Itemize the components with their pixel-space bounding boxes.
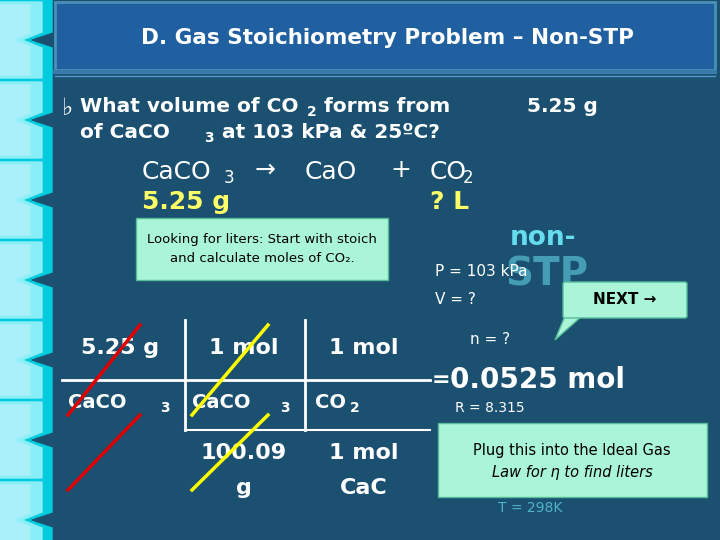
Text: CaC: CaC	[340, 478, 388, 498]
FancyBboxPatch shape	[55, 2, 715, 70]
Text: 2: 2	[350, 401, 360, 415]
Text: 3: 3	[224, 169, 235, 187]
Text: forms from: forms from	[317, 98, 450, 117]
Text: 3: 3	[280, 401, 289, 415]
Polygon shape	[0, 405, 30, 475]
Text: T = 298K: T = 298K	[498, 501, 562, 515]
Text: NEXT →: NEXT →	[593, 293, 657, 307]
Text: R = 8.315: R = 8.315	[455, 401, 525, 415]
Polygon shape	[0, 162, 42, 238]
Polygon shape	[0, 85, 30, 155]
Text: 2: 2	[463, 169, 474, 187]
Text: P = 103 kPa: P = 103 kPa	[435, 265, 528, 280]
Text: CaCO: CaCO	[192, 393, 251, 411]
Text: 5.25 g: 5.25 g	[81, 338, 159, 358]
Text: Looking for liters: Start with stoich: Looking for liters: Start with stoich	[147, 233, 377, 246]
Polygon shape	[0, 240, 52, 320]
Text: =: =	[432, 370, 459, 390]
Polygon shape	[0, 325, 30, 395]
Polygon shape	[0, 80, 52, 160]
Polygon shape	[0, 82, 42, 158]
Text: 3: 3	[160, 401, 170, 415]
Text: 1 mol: 1 mol	[329, 338, 399, 358]
Polygon shape	[0, 322, 42, 398]
Text: 2: 2	[307, 105, 317, 119]
Text: non-: non-	[510, 225, 577, 251]
Polygon shape	[0, 320, 52, 400]
Text: n = ?: n = ?	[470, 333, 510, 348]
FancyBboxPatch shape	[136, 218, 388, 280]
Text: ♭: ♭	[62, 96, 73, 120]
Text: Plug this into the Ideal Gas: Plug this into the Ideal Gas	[473, 443, 671, 458]
FancyBboxPatch shape	[55, 76, 715, 540]
FancyBboxPatch shape	[438, 423, 707, 497]
Polygon shape	[0, 485, 30, 540]
Polygon shape	[0, 165, 30, 235]
Text: Law for η to find liters: Law for η to find liters	[492, 465, 652, 481]
FancyBboxPatch shape	[563, 282, 687, 318]
Text: 5.25 g: 5.25 g	[527, 98, 598, 117]
Text: CaCO: CaCO	[68, 393, 127, 411]
Text: 1 mol: 1 mol	[210, 338, 279, 358]
Polygon shape	[0, 160, 52, 240]
Text: of CaCO: of CaCO	[80, 124, 170, 143]
Text: and calculate moles of CO₂.: and calculate moles of CO₂.	[170, 252, 354, 265]
Text: CaCO: CaCO	[142, 160, 212, 184]
Polygon shape	[0, 0, 52, 80]
Text: V = ?: V = ?	[435, 293, 476, 307]
Text: ? L: ? L	[430, 190, 469, 214]
Polygon shape	[0, 245, 30, 315]
Text: 1 mol: 1 mol	[329, 443, 399, 463]
Text: at 103 kPa & 25ºC?: at 103 kPa & 25ºC?	[215, 124, 440, 143]
Text: D. Gas Stoichiometry Problem – Non-STP: D. Gas Stoichiometry Problem – Non-STP	[140, 28, 634, 48]
Text: 5.25 g: 5.25 g	[142, 190, 230, 214]
Polygon shape	[0, 5, 30, 75]
Text: CO: CO	[315, 393, 346, 411]
Text: g: g	[236, 478, 252, 498]
Text: 100.09: 100.09	[201, 443, 287, 463]
Polygon shape	[0, 2, 42, 78]
Text: +: +	[390, 158, 411, 182]
Polygon shape	[0, 400, 52, 480]
Text: →: →	[255, 158, 276, 182]
Text: 3: 3	[204, 131, 214, 145]
Polygon shape	[0, 480, 52, 540]
Text: What volume of CO: What volume of CO	[80, 98, 299, 117]
Polygon shape	[555, 316, 582, 340]
Polygon shape	[0, 482, 42, 540]
Text: CaO: CaO	[305, 160, 357, 184]
Polygon shape	[0, 402, 42, 478]
Text: CO: CO	[430, 160, 467, 184]
Polygon shape	[0, 242, 42, 318]
Text: STP: STP	[505, 256, 588, 294]
Text: 0.0525 mol: 0.0525 mol	[450, 366, 625, 394]
